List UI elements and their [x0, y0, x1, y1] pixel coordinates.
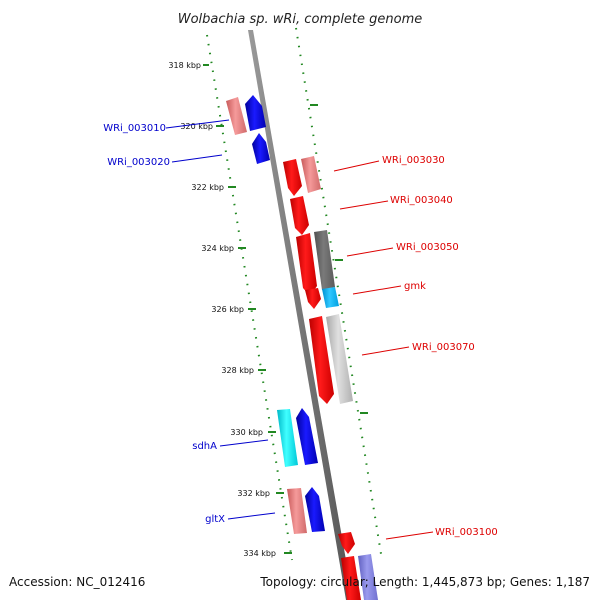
gene-feature[interactable] [358, 554, 378, 600]
topology-text: Topology: circular; Length: 1,445,873 bp… [259, 575, 590, 589]
gene-feature[interactable] [296, 233, 317, 296]
tick-label: 320 kbp [180, 122, 213, 131]
gene-label[interactable]: sdhA [192, 441, 217, 452]
gene-label[interactable]: WRi_003030 [382, 155, 445, 166]
gene-feature[interactable] [252, 133, 270, 164]
gene-feature[interactable] [341, 556, 361, 600]
gene-feature[interactable] [305, 487, 325, 532]
reverse-gene-labels: WRi_003030 WRi_003040 WRi_003050 gmk WRi… [382, 155, 498, 538]
gene-feature[interactable] [296, 408, 318, 465]
tick-label: 318 kbp [168, 61, 201, 70]
gene-feature[interactable] [226, 97, 247, 135]
reverse-strand-genes [283, 156, 378, 600]
gene-feature[interactable] [301, 156, 321, 193]
gene-feature[interactable] [314, 230, 335, 290]
reverse-gene-leaders [333, 160, 434, 540]
gene-feature[interactable] [305, 288, 321, 309]
accession-text: Accession: NC_012416 [9, 575, 145, 589]
tick-label: 324 kbp [201, 244, 234, 253]
gene-label[interactable]: WRi_003050 [396, 242, 459, 253]
genome-backbone [248, 30, 353, 600]
gene-label[interactable]: gmk [404, 281, 426, 292]
gene-label[interactable]: WRi_003040 [390, 195, 453, 206]
tick-labels: 318 kbp 320 kbp 322 kbp 324 kbp 326 kbp … [168, 61, 276, 558]
forward-gene-labels: WRi_003010 WRi_003020 sdhA gltX [103, 123, 225, 525]
gene-feature[interactable] [309, 316, 334, 404]
gene-label[interactable]: WRi_003020 [107, 157, 170, 168]
map-title: Wolbachia sp. wRi, complete genome [178, 12, 423, 27]
gene-label[interactable]: WRi_003100 [435, 527, 498, 538]
gene-feature[interactable] [277, 409, 298, 467]
tick-label: 322 kbp [191, 183, 224, 192]
gene-feature[interactable] [245, 95, 266, 131]
gene-label[interactable]: WRi_003070 [412, 342, 475, 353]
gene-label[interactable]: gltX [205, 514, 225, 525]
gene-feature[interactable] [290, 196, 309, 235]
tick-label: 334 kbp [243, 549, 276, 558]
tick-label: 326 kbp [211, 305, 244, 314]
tick-label: 330 kbp [230, 428, 263, 437]
gene-label[interactable]: WRi_003010 [103, 123, 166, 134]
gene-feature[interactable] [322, 287, 339, 308]
tick-label: 332 kbp [237, 489, 270, 498]
forward-gene-leaders [165, 119, 276, 520]
gene-feature[interactable] [283, 159, 302, 196]
tick-label: 328 kbp [221, 366, 254, 375]
tick-marks [203, 64, 368, 554]
gene-feature[interactable] [338, 532, 355, 554]
gene-feature[interactable] [326, 314, 353, 404]
gene-feature[interactable] [287, 488, 307, 534]
forward-strand-genes [226, 95, 325, 534]
